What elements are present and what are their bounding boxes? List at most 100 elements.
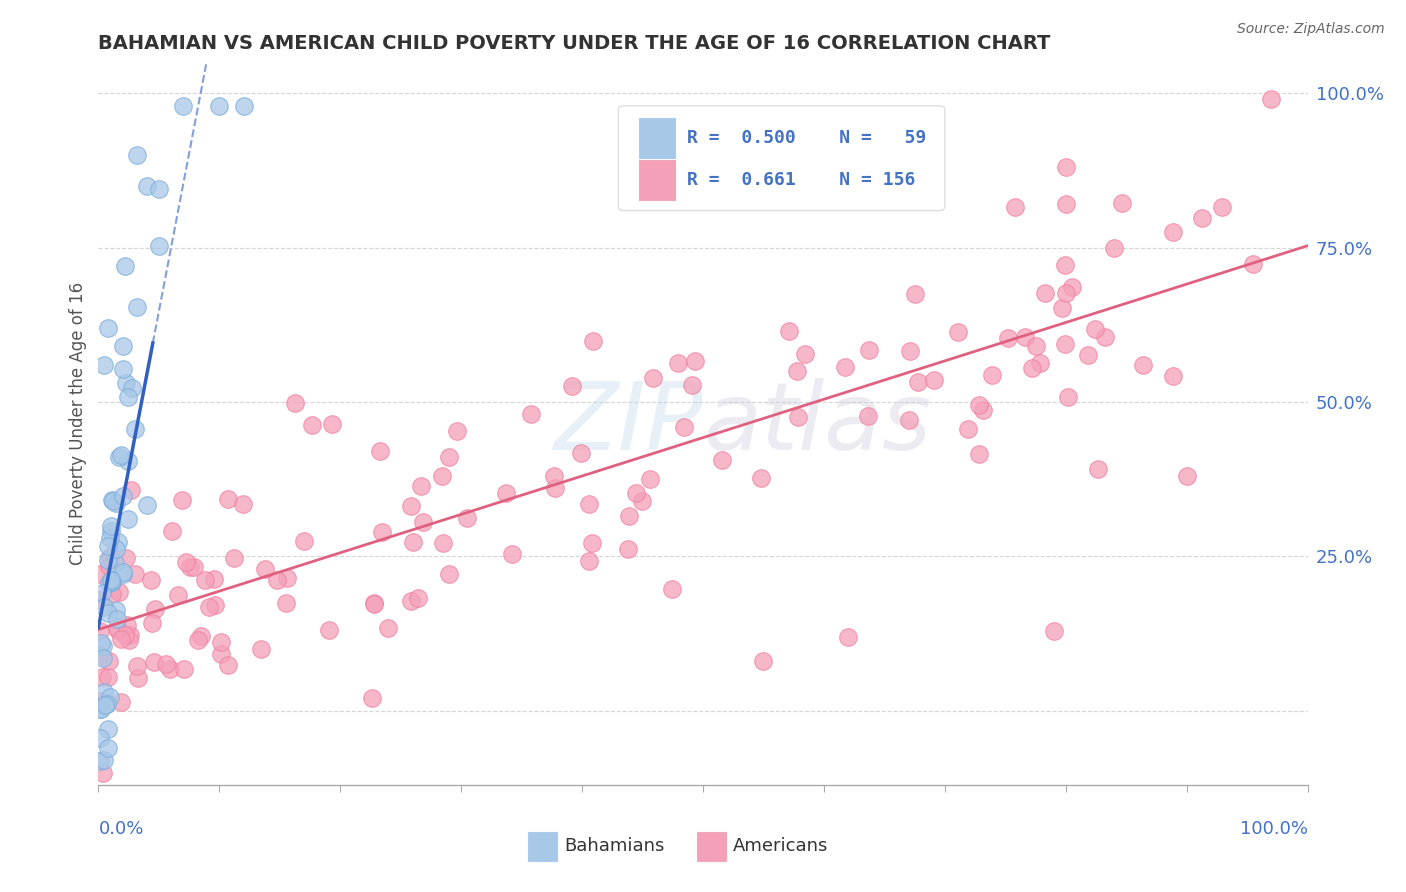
Point [155,657,177,672]
Point [408,591,430,605]
Point [897,413,920,427]
Point [752,655,775,669]
Point [222,551,245,566]
Point [399,500,422,514]
Point [1054,197,1077,211]
Point [105,612,128,626]
Point [89,567,111,582]
Point [90,586,112,600]
Text: Americans: Americans [734,838,828,855]
Point [101,494,124,508]
Point [1094,330,1116,344]
Point [114,259,136,273]
Point [209,647,232,661]
Point [111,339,134,353]
Point [519,407,541,421]
Point [907,375,929,389]
Point [631,493,654,508]
Point [661,582,683,596]
Point [101,575,124,590]
Point [97,539,120,553]
Point [399,594,422,608]
Point [249,642,271,657]
Point [107,624,129,638]
Point [108,584,131,599]
Point [111,362,134,376]
Point [91,670,114,684]
Point [274,596,297,610]
Point [127,148,149,162]
Point [110,632,132,646]
Text: 100.0%: 100.0% [1240,820,1308,838]
Point [105,621,128,635]
Point [793,347,815,361]
Point [117,390,139,404]
Point [91,651,114,665]
Point [100,524,122,538]
Point [967,447,990,461]
Point [98,690,121,704]
Point [204,598,226,612]
Point [778,324,800,338]
Point [569,446,592,460]
Point [543,468,565,483]
Point [94,698,117,713]
Point [232,497,254,511]
Point [856,409,879,423]
Point [681,378,703,392]
Point [97,740,120,755]
Point [93,358,115,372]
Point [1025,339,1047,353]
Point [1014,330,1036,344]
Point [115,618,138,632]
Point [91,765,114,780]
Point [321,417,343,431]
Point [1163,368,1185,383]
Point [98,559,121,574]
Point [89,754,111,768]
Point [217,491,239,506]
Point [578,497,600,511]
Point [980,368,1002,382]
Point [430,468,453,483]
Point [787,409,810,424]
Text: atlas: atlas [703,378,931,469]
Point [617,509,640,524]
Text: Source: ZipAtlas.com: Source: ZipAtlas.com [1237,22,1385,37]
Point [104,556,127,570]
Point [105,541,128,556]
Point [1056,391,1078,405]
Point [114,627,136,641]
Point [501,547,523,561]
Text: BAHAMIAN VS AMERICAN CHILD POVERTY UNDER THE AGE OF 16 CORRELATION CHART: BAHAMIAN VS AMERICAN CHILD POVERTY UNDER… [98,34,1050,53]
Point [253,562,276,576]
Point [111,567,134,582]
Point [370,444,392,458]
Point [97,606,120,620]
Point [1054,286,1077,301]
Point [837,630,859,644]
Point [617,542,640,557]
Point [1004,200,1026,214]
Point [111,489,134,503]
Point [1053,337,1076,351]
Point [437,450,460,465]
Point [377,621,399,635]
Point [904,286,927,301]
Point [789,185,811,199]
Point [208,98,231,112]
Point [125,300,148,314]
Point [170,493,193,508]
Point [495,486,517,500]
Point [834,360,856,375]
Point [187,633,209,648]
Point [318,623,340,637]
Point [97,321,120,335]
Point [120,628,142,642]
Point [101,492,124,507]
Point [1104,241,1126,255]
Point [1062,280,1084,294]
Point [432,535,454,549]
Point [209,634,232,648]
FancyBboxPatch shape [697,832,725,861]
